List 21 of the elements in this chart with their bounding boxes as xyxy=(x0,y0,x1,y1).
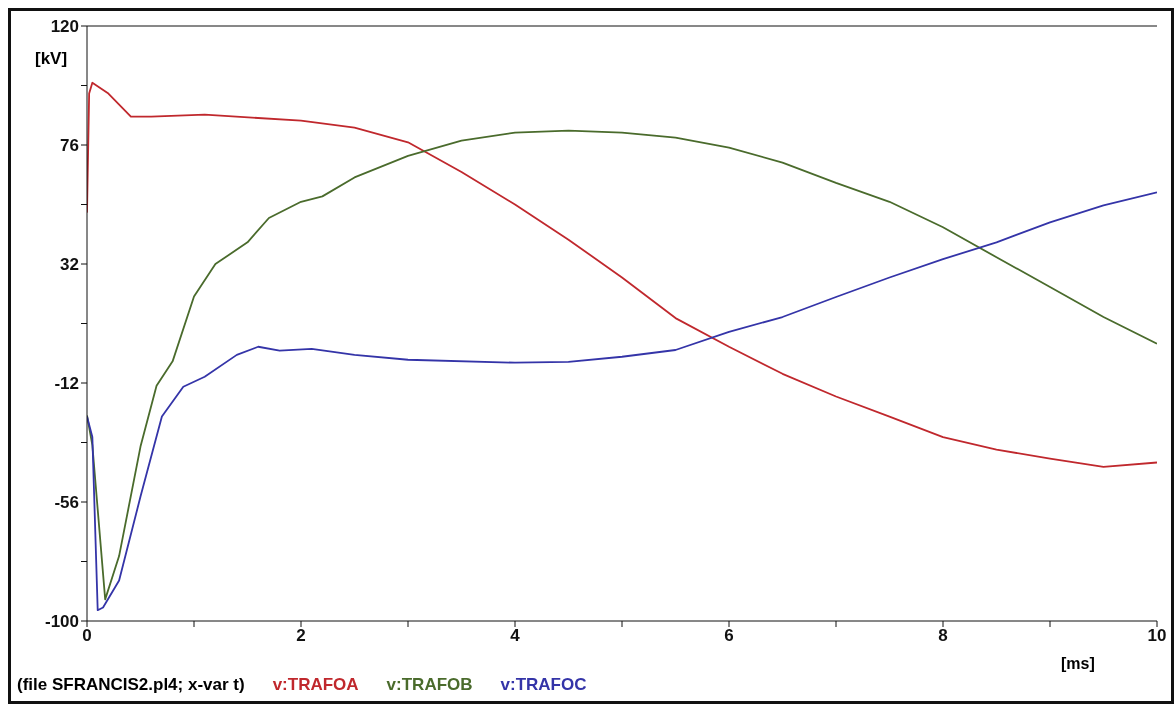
y-tick-label: -12 xyxy=(54,374,79,394)
y-tick-label: 32 xyxy=(60,255,79,275)
text: v:TRAFOB xyxy=(386,675,473,695)
x-tick-label: 6 xyxy=(724,626,734,646)
y-tick-label: 120 xyxy=(50,17,79,37)
x-tick-label: 10 xyxy=(1147,626,1167,646)
y-tick-label: -56 xyxy=(54,493,79,513)
line-series xyxy=(87,81,1157,468)
line-series xyxy=(87,191,1157,612)
text: v:TRAFOA xyxy=(272,675,359,695)
x-tick-label: 8 xyxy=(938,626,948,646)
x-axis-title: [ms] xyxy=(1061,655,1095,673)
y-tick-label: -100 xyxy=(44,612,79,632)
x-tick-label: 2 xyxy=(296,626,306,646)
text: (file SFRANCIS2.pl4; x-var t) xyxy=(17,675,245,695)
text: v:TRAFOC xyxy=(500,675,587,695)
line-series xyxy=(87,129,1157,601)
y-tick-label: 76 xyxy=(60,136,79,156)
x-tick-label: 4 xyxy=(510,626,521,646)
y-axis-title: [kV] xyxy=(35,49,68,69)
x-tick-label: 0 xyxy=(82,626,92,646)
